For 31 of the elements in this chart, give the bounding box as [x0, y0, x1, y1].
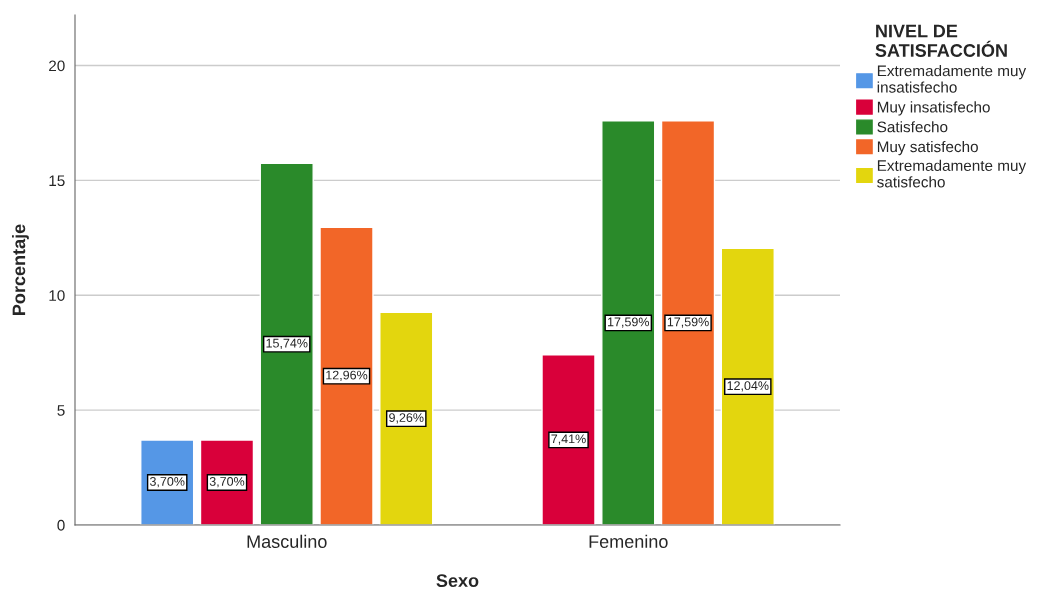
bar — [319, 226, 374, 525]
bar — [259, 162, 314, 525]
legend-label: Extremadamente muy insatisfecho — [877, 65, 1027, 93]
data-label: 9,26% — [389, 413, 424, 424]
legend-label: Satisfecho — [877, 121, 948, 133]
data-label: 15,74% — [266, 338, 308, 350]
y-tick-label: 15 — [49, 175, 65, 187]
y-tick-label: 10 — [49, 290, 65, 301]
x-tick-label: Masculino — [247, 534, 327, 548]
legend-label: Muy insatisfecho — [877, 101, 990, 116]
bar — [660, 120, 716, 525]
data-label: 17,59% — [667, 317, 709, 328]
legend-label: Muy satisfecho — [877, 140, 978, 156]
bar — [601, 120, 656, 525]
bar — [541, 354, 596, 525]
y-tick-label: 0 — [57, 519, 65, 531]
bar — [379, 311, 434, 525]
x-tick-label: Femenino — [589, 534, 668, 548]
data-label: 12,96% — [326, 370, 368, 381]
data-label: 7,41% — [551, 434, 586, 445]
y-tick-label: 5 — [57, 405, 65, 416]
legend-label: Extremadamente muy satisfecho — [877, 159, 1027, 188]
data-label: 3,70% — [149, 477, 185, 488]
data-label: 12,04% — [727, 381, 769, 392]
data-label: 17,59% — [608, 317, 650, 328]
y-axis-title: Porcentaje — [12, 224, 29, 315]
data-label: 3,70% — [209, 477, 245, 488]
y-tick-label: 20 — [49, 60, 65, 72]
bar — [720, 247, 775, 525]
x-axis-title: Sexo — [436, 574, 479, 588]
legend-title: NIVEL DE SATISFACCIÓN — [875, 24, 1007, 57]
